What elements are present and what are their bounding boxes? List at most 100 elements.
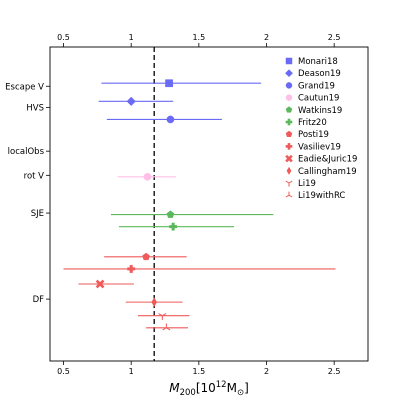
category-label: HVS <box>26 103 44 113</box>
x-tick-label-bottom: 0.5 <box>57 367 70 376</box>
category-label: Escape V <box>5 82 44 92</box>
legend-item: Vasiliev19 <box>285 142 341 152</box>
legend-item: Deason19 <box>285 69 341 79</box>
legend-item: Grand19 <box>285 81 335 91</box>
legend-item: Watkins19 <box>285 106 342 116</box>
data-point-marker <box>285 94 293 101</box>
series-posti19 <box>104 252 187 261</box>
legend-label: Li19 <box>298 179 316 189</box>
x-tick-label-top: 0.5 <box>57 33 70 42</box>
legend-label: Vasiliev19 <box>298 142 341 152</box>
marker-stroke <box>285 180 290 184</box>
legend-label: Watkins19 <box>298 106 342 116</box>
marker-stroke <box>162 327 167 331</box>
legend-label: Callingham19 <box>298 167 357 177</box>
data-point-marker <box>158 313 167 321</box>
category-label: localObs <box>8 147 45 157</box>
series-monari18 <box>101 79 262 88</box>
marker-stroke <box>288 194 293 198</box>
legend-label: Monari18 <box>298 57 338 67</box>
data-point-marker <box>285 69 293 78</box>
data-point-marker <box>166 210 175 218</box>
plot-frame <box>49 46 369 362</box>
category-labels: Escape V HVS localObs rot V SJE DF <box>5 82 50 305</box>
data-point-marker <box>285 191 293 198</box>
legend-label: Grand19 <box>298 81 335 91</box>
data-point-marker <box>285 57 293 65</box>
x-axis-title: M200[1012M⊙] <box>169 380 249 398</box>
category-label: DF <box>33 295 45 305</box>
legend-label: Deason19 <box>298 69 341 79</box>
data-point-marker <box>95 279 105 289</box>
x-tick-label-bottom: 1.5 <box>192 367 205 376</box>
data-point-marker <box>143 172 152 181</box>
x-axis-title-part: [10 <box>196 381 216 395</box>
data-point-marker <box>286 166 292 175</box>
data-point-marker <box>127 264 136 273</box>
x-axis-title-part: ⊙ <box>237 388 244 398</box>
data-point-marker <box>166 115 175 124</box>
x-axis-title-part: ] <box>244 381 249 395</box>
marker-stroke <box>162 313 167 317</box>
series-callingham19 <box>125 297 183 307</box>
legend-item: Callingham19 <box>286 166 357 177</box>
legend-item: Monari18 <box>285 57 338 67</box>
data-point-marker <box>162 323 171 331</box>
marker-stroke <box>166 327 171 331</box>
data-point-marker <box>285 82 293 89</box>
series-group <box>63 79 336 331</box>
series-deason19 <box>98 96 174 107</box>
data-point-marker <box>151 297 158 307</box>
data-point-marker <box>142 252 150 261</box>
legend-item: Posti19 <box>285 130 329 140</box>
legend-item: Li19withRC <box>285 191 345 201</box>
data-point-marker <box>285 118 293 126</box>
category-label: rot V <box>24 171 45 181</box>
series-watkins19 <box>110 210 274 218</box>
legend-label: Li19withRC <box>298 191 345 201</box>
series-li19 <box>137 313 190 321</box>
legend-label: Cautun19 <box>298 94 339 104</box>
data-point-marker <box>169 222 178 231</box>
x-tick-label-bottom: 2.5 <box>328 367 341 376</box>
category-label: SJE <box>31 209 44 219</box>
x-tick-label-bottom: 2 <box>264 367 269 376</box>
series-eadie-juric19 <box>78 279 134 289</box>
series-grand19 <box>106 115 222 124</box>
data-point-marker <box>285 106 293 113</box>
x-tick-label-top: 1.5 <box>192 33 205 42</box>
marker-stroke <box>95 279 105 289</box>
x-tick-label-top: 1 <box>129 33 134 42</box>
x-axis-title-part: 12 <box>216 380 227 390</box>
x-axis-title-part: M <box>169 381 180 395</box>
legend-label: Fritz20 <box>298 118 327 128</box>
legend-label: Eadie&Juric19 <box>298 155 357 165</box>
series-vasiliev19 <box>63 264 336 273</box>
x-tick-label-top: 2 <box>264 33 269 42</box>
data-point-marker <box>126 96 136 107</box>
series-li19withrc <box>146 323 189 331</box>
axis-ticks: 0.5 0.5 1 1 1.5 1.5 2 2 2.5 2.5 <box>57 33 340 376</box>
legend-item: Eadie&Juric19 <box>285 154 357 165</box>
series-cautun19 <box>117 172 176 181</box>
x-axis-title-part: 200 <box>180 388 196 398</box>
data-point-marker <box>285 180 293 187</box>
legend-item: Li19 <box>285 179 316 189</box>
data-point-marker <box>285 154 293 163</box>
marker-stroke <box>285 154 293 163</box>
marker-stroke <box>288 180 293 184</box>
legend: Monari18 Deason19 Grand19 Cautun19 Watkins19… <box>285 57 357 201</box>
marker-stroke <box>158 313 163 317</box>
x-axis-title-part: M <box>227 381 237 395</box>
legend-label: Posti19 <box>298 130 329 140</box>
marker-stroke <box>285 194 290 198</box>
legend-item: Cautun19 <box>285 94 339 104</box>
series-fritz20 <box>119 222 235 231</box>
x-tick-label-top: 2.5 <box>328 33 341 42</box>
data-point-marker <box>285 143 293 150</box>
data-point-marker <box>285 130 293 137</box>
legend-item: Fritz20 <box>285 118 327 128</box>
x-tick-label-bottom: 1 <box>129 367 134 376</box>
